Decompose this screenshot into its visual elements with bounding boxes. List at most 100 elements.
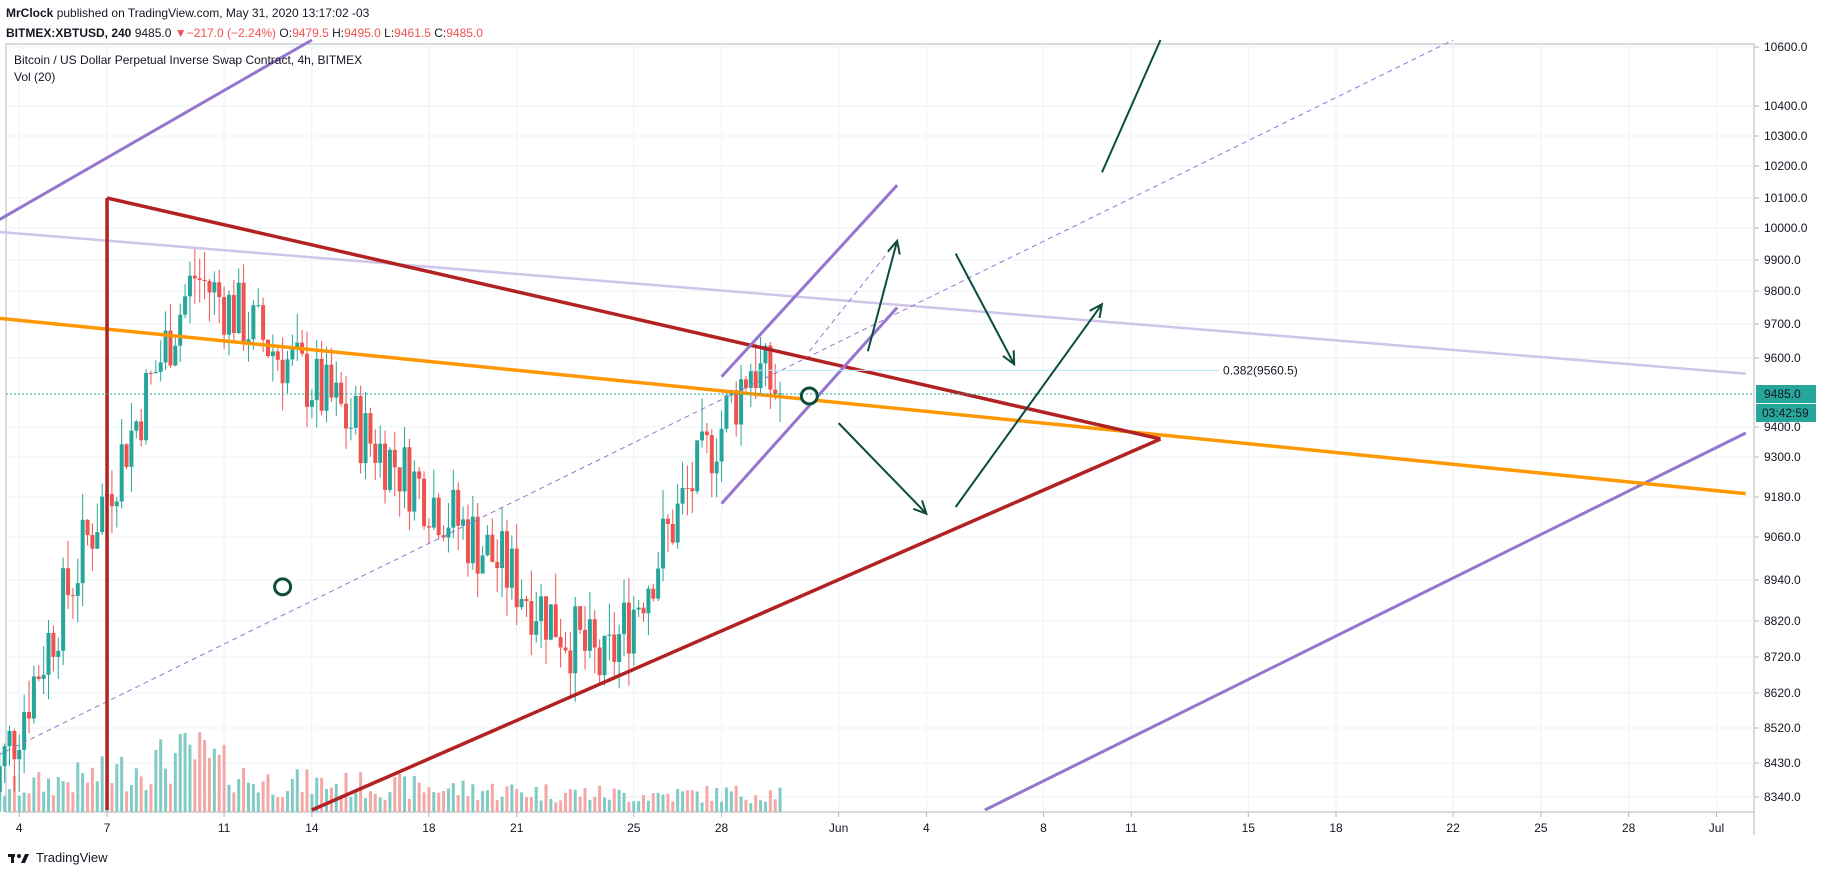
arrow-shaft <box>1101 39 1162 173</box>
volume-bar <box>266 774 270 812</box>
candle-body <box>422 478 427 527</box>
candle-body <box>109 494 114 507</box>
volume-bar <box>432 792 436 812</box>
candle-body <box>543 596 548 640</box>
candle-body <box>324 364 329 411</box>
volume-bar <box>485 790 489 812</box>
candle-body <box>475 516 480 574</box>
candle-body <box>344 403 349 429</box>
volume-bar <box>505 786 509 812</box>
volume-bar <box>778 787 782 812</box>
author-name[interactable]: MrClock <box>6 6 54 20</box>
volume-bar <box>281 797 285 812</box>
candle-body <box>514 548 519 608</box>
volume-bar <box>554 802 558 812</box>
footer-brand[interactable]: TradingView <box>36 850 108 865</box>
candle-body <box>607 634 612 636</box>
candle-body <box>66 568 71 596</box>
volume-bar <box>86 782 90 812</box>
volume-bar <box>222 744 226 812</box>
price-tick-label: 9800.0 <box>1764 284 1801 298</box>
candle-body <box>665 518 670 524</box>
volume-bar <box>164 768 168 812</box>
candle-body <box>402 447 407 492</box>
volume-bar <box>627 801 631 812</box>
candle-body <box>592 619 597 648</box>
candle-body <box>46 632 51 675</box>
candle-body <box>548 604 553 640</box>
candle-body <box>305 353 310 407</box>
fib-trend-dashed-line <box>0 39 1454 755</box>
volume-bar <box>90 767 94 812</box>
candle-body <box>222 297 227 335</box>
candle-body <box>153 371 158 374</box>
candle-body <box>392 449 397 468</box>
price-tick-label: 10300.0 <box>1764 129 1808 143</box>
candle-body <box>539 596 544 622</box>
candle-body <box>329 364 334 398</box>
time-tick-label: 18 <box>422 821 436 835</box>
candle-body <box>27 712 32 719</box>
candle-body <box>183 296 188 315</box>
candle-body <box>197 278 202 280</box>
volume-bar <box>520 792 524 812</box>
volume-bar <box>256 792 260 812</box>
price-tick-label: 8820.0 <box>1764 614 1801 628</box>
volume-bar <box>437 792 441 812</box>
volume-bar <box>476 799 480 812</box>
candle-body <box>417 471 422 479</box>
volume-bar <box>695 791 699 812</box>
volume-bar <box>451 783 455 812</box>
volume-bar <box>42 791 46 812</box>
time-tick-label: 11 <box>1125 821 1138 835</box>
volume-bar <box>193 759 197 812</box>
candle-body <box>90 535 95 549</box>
volume-bar <box>632 801 636 812</box>
candle-body <box>568 650 573 674</box>
volume-bar <box>368 791 372 812</box>
low-label: L: <box>384 26 395 40</box>
drawings[interactable]: 0.382(9560.5) <box>0 38 1747 812</box>
volume-bar <box>563 792 567 812</box>
volume-bar <box>607 799 611 812</box>
price-tick-label: 10400.0 <box>1764 99 1808 113</box>
volume-bar <box>354 792 358 812</box>
volume-bar <box>8 789 12 812</box>
volume-bar <box>364 798 368 812</box>
candle-body <box>734 390 739 425</box>
tradingview-logo-icon[interactable] <box>8 851 30 865</box>
high-value: 9495.0 <box>344 26 381 40</box>
candle-body <box>583 629 587 651</box>
volume-bar <box>71 792 75 812</box>
price-tick-label: 10200.0 <box>1764 159 1808 173</box>
volume-bar <box>734 785 738 812</box>
candle-body <box>207 280 212 293</box>
candle-body <box>31 676 36 719</box>
candle-body <box>778 393 783 395</box>
candle-body <box>319 358 324 411</box>
candle-body <box>504 531 509 588</box>
volume-bar <box>500 796 504 812</box>
time-axis[interactable]: 4 7 11 14 18 21 25 28 Jun 4 8 11 15 18 22 25 28 Jul <box>16 812 1724 835</box>
price-tick-label: 8940.0 <box>1764 573 1801 587</box>
candle-body <box>461 519 466 526</box>
volume-bar <box>305 769 309 812</box>
volume-bar <box>3 795 7 812</box>
volume-bar <box>612 788 616 812</box>
volume-bar <box>125 791 129 812</box>
volume-bar <box>495 799 499 812</box>
fib-trend-dashed-short <box>808 240 898 352</box>
candle-body <box>763 345 768 364</box>
arrow-head-icon <box>1089 302 1104 319</box>
price-axis[interactable]: 8340.0 8430.0 8520.0 8620.0 8720.0 8820.0 8940… <box>6 40 1816 804</box>
arrow-head-icon <box>1002 350 1016 367</box>
volume-bar <box>705 785 709 812</box>
candle-body <box>412 471 417 512</box>
low-value: 9461.5 <box>394 26 431 40</box>
volume-bars <box>0 732 782 812</box>
candle-body <box>56 650 61 657</box>
arrow-head-icon <box>912 500 928 516</box>
candle-body <box>753 371 758 388</box>
volume-bar <box>0 783 2 812</box>
